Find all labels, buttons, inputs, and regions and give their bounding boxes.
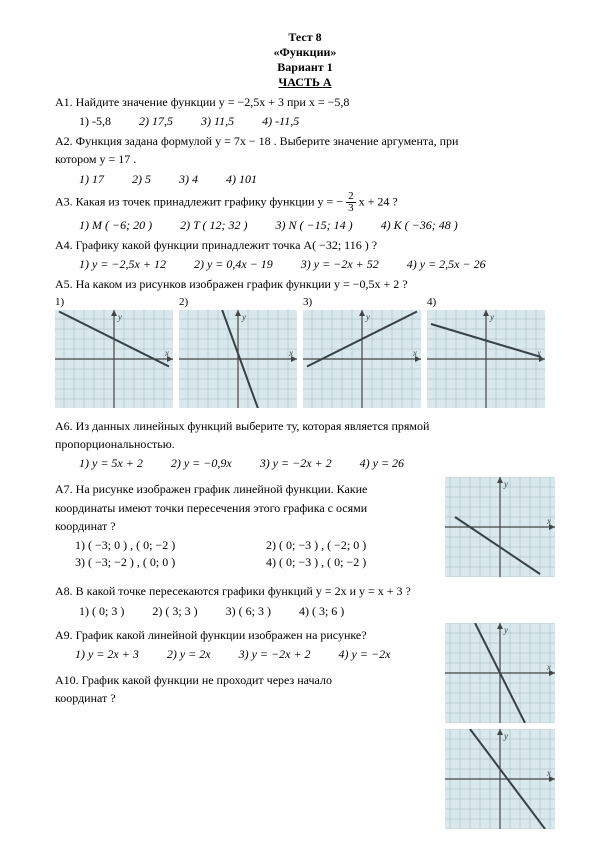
a1-o3: 3) 11,5 <box>201 114 234 129</box>
a2-o4: 4) 101 <box>226 172 257 187</box>
a4-options: 1) y = −2,5x + 12 2) y = 0,4x − 19 3) y … <box>79 257 555 272</box>
a4-o1: 1) y = −2,5x + 12 <box>79 257 166 272</box>
a7-block: А7. На рисунке изображен график линейной… <box>55 477 555 577</box>
a8-o1: 1) ( 0; 3 ) <box>79 604 124 619</box>
svg-text:y: y <box>503 625 508 635</box>
a9-options: 1) y = 2x + 3 2) y = 2x 3) y = −2x + 2 4… <box>75 647 437 662</box>
a10-p1: А10. График какой функции не проходит че… <box>55 672 437 688</box>
a5-g3-cell: 3) yx <box>303 296 421 408</box>
a9-prompt: А9. График какой линейной функции изобра… <box>55 627 437 643</box>
a6-o2: 2) y = −0,9x <box>171 456 232 471</box>
a3-frac-d: 3 <box>346 203 356 214</box>
right-graphs: yx yx <box>445 623 555 829</box>
page: Тест 8 «Функции» Вариант 1 ЧАСТЬ А А1. Н… <box>0 0 595 859</box>
a2-prompt2: котором y = 17 . <box>55 151 555 167</box>
a8-prompt: А8. В какой точке пересекаются графики ф… <box>55 583 555 599</box>
a5-graph-4: yx <box>427 310 545 408</box>
a10-graph: yx <box>445 729 555 829</box>
a1-o1: 1) -5,8 <box>79 114 111 129</box>
a9-graph: yx <box>445 623 555 723</box>
a3-frac: 2 3 <box>346 191 356 214</box>
a9-block: А9. График какой линейной функции изобра… <box>55 623 555 829</box>
a2-options: 1) 17 2) 5 3) 4 4) 101 <box>79 172 555 187</box>
svg-text:x: x <box>546 662 551 672</box>
a5-g2-cell: 2) yx <box>179 296 297 408</box>
a5-graph-1: yx <box>55 310 173 408</box>
a3-post: x + 24 ? <box>359 194 398 208</box>
a3-pre: А3. Какая из точек принадлежит графику ф… <box>55 194 343 208</box>
svg-text:y: y <box>241 312 246 322</box>
a7-o1: 1) ( −3; 0 ) , ( 0; −2 ) <box>75 538 246 553</box>
a4-prompt: А4. Графику какой функции принадлежит то… <box>55 237 555 253</box>
header-test: Тест 8 <box>55 30 555 45</box>
a5-graph-row: 1) yx 2) yx 3) yx 4) yx <box>55 296 555 408</box>
a5-l3: 3) <box>303 296 421 308</box>
svg-text:y: y <box>489 312 494 322</box>
a1-prompt: А1. Найдите значение функции y = −2,5x +… <box>55 94 555 110</box>
a9-text: А9. График какой линейной функции изобра… <box>55 623 437 711</box>
a7-o2: 2) ( 0; −3 ) , ( −2; 0 ) <box>266 538 437 553</box>
a3-o4: 4) K ( −36; 48 ) <box>381 218 458 233</box>
a4-o3: 3) y = −2x + 52 <box>301 257 379 272</box>
svg-text:x: x <box>164 348 169 358</box>
a9-o3: 3) y = −2x + 2 <box>239 647 311 662</box>
svg-text:x: x <box>546 516 551 526</box>
a1-o2: 2) 17,5 <box>139 114 173 129</box>
svg-text:y: y <box>503 479 508 489</box>
a6-o1: 1) y = 5x + 2 <box>79 456 143 471</box>
a9-o1: 1) y = 2x + 3 <box>75 647 139 662</box>
svg-text:x: x <box>288 348 293 358</box>
header-part: ЧАСТЬ А <box>55 75 555 90</box>
a6-prompt1: А6. Из данных линейных функций выберите … <box>55 418 555 434</box>
a8-o3: 3) ( 6; 3 ) <box>226 604 271 619</box>
a7-o3: 3) ( −3; −2 ) , ( 0; 0 ) <box>75 555 246 570</box>
a9-o4: 4) y = −2x <box>339 647 391 662</box>
a3-options: 1) M ( −6; 20 ) 2) T ( 12; 32 ) 3) N ( −… <box>79 218 555 233</box>
svg-text:y: y <box>117 312 122 322</box>
header-variant: Вариант 1 <box>55 60 555 75</box>
a5-graph-2: yx <box>179 310 297 408</box>
a7-p2: координаты имеют точки пересечения этого… <box>55 500 437 516</box>
a2-o1: 1) 17 <box>79 172 104 187</box>
a3-o2: 2) T ( 12; 32 ) <box>180 218 247 233</box>
a6-o4: 4) y = 26 <box>360 456 404 471</box>
a2-o3: 3) 4 <box>179 172 198 187</box>
a5-l2: 2) <box>179 296 297 308</box>
a3-frac-n: 2 <box>346 191 356 203</box>
a7-o4: 4) ( 0; −3 ) , ( 0; −2 ) <box>266 555 437 570</box>
svg-text:y: y <box>365 312 370 322</box>
a3-o1: 1) M ( −6; 20 ) <box>79 218 152 233</box>
a5-graph-3: yx <box>303 310 421 408</box>
a7-text: А7. На рисунке изображен график линейной… <box>55 477 437 570</box>
a8-o2: 2) ( 3; 3 ) <box>152 604 197 619</box>
a2-prompt1: А2. Функция задана формулой y = 7x − 18 … <box>55 133 555 149</box>
a10-p2: координат ? <box>55 690 437 706</box>
a9-o2: 2) y = 2x <box>167 647 211 662</box>
a5-g4-cell: 4) yx <box>427 296 545 408</box>
a5-prompt: А5. На каком из рисунков изображен графи… <box>55 276 555 292</box>
a1-o4: 4) -11,5 <box>262 114 299 129</box>
a7-graph: yx <box>445 477 555 577</box>
a1-options: 1) -5,8 2) 17,5 3) 11,5 4) -11,5 <box>79 114 555 129</box>
a3-o3: 3) N ( −15; 14 ) <box>276 218 353 233</box>
a6-options: 1) y = 5x + 2 2) y = −0,9x 3) y = −2x + … <box>79 456 555 471</box>
a8-o4: 4) ( 3; 6 ) <box>299 604 344 619</box>
a5-l1: 1) <box>55 296 173 308</box>
a4-o4: 4) y = 2,5x − 26 <box>407 257 486 272</box>
svg-text:x: x <box>546 768 551 778</box>
header-topic: «Функции» <box>55 45 555 60</box>
a7-p1: А7. На рисунке изображен график линейной… <box>55 481 437 497</box>
a2-o2: 2) 5 <box>132 172 151 187</box>
a8-options: 1) ( 0; 3 ) 2) ( 3; 3 ) 3) ( 6; 3 ) 4) (… <box>79 604 555 619</box>
a5-l4: 4) <box>427 296 545 308</box>
a6-prompt2: пропорциональностью. <box>55 436 555 452</box>
a3-prompt: А3. Какая из точек принадлежит графику ф… <box>55 191 555 214</box>
a7-p3: координат ? <box>55 518 437 534</box>
a6-o3: 3) y = −2x + 2 <box>260 456 332 471</box>
a7-options: 1) ( −3; 0 ) , ( 0; −2 ) 2) ( 0; −3 ) , … <box>75 538 437 570</box>
svg-text:y: y <box>503 731 508 741</box>
a5-g1-cell: 1) yx <box>55 296 173 408</box>
svg-text:x: x <box>412 348 417 358</box>
a4-o2: 2) y = 0,4x − 19 <box>194 257 273 272</box>
